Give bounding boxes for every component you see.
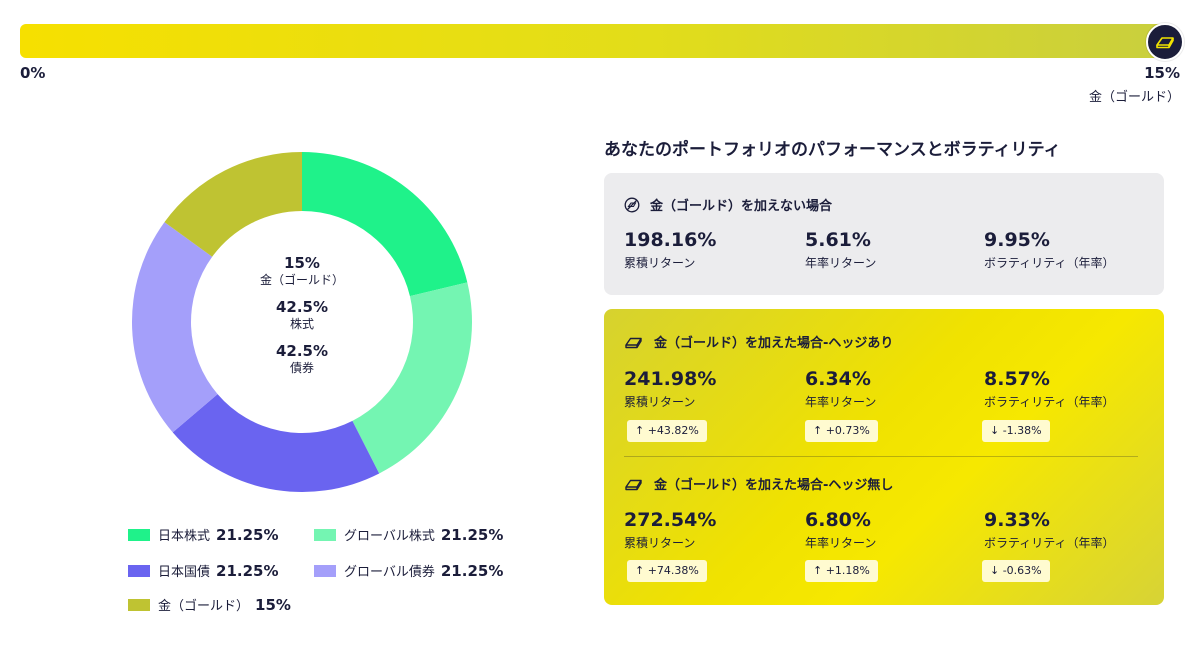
legend-name: 金（ゴールド） — [158, 599, 250, 614]
metric-label: ボラティリティ（年率） — [984, 536, 1115, 550]
metric-label: ボラティリティ（年率） — [984, 256, 1115, 270]
metric-value: 6.80% — [805, 509, 871, 531]
slider-max-label: 15% — [1144, 64, 1180, 82]
metric-value: 241.98% — [624, 368, 717, 390]
legend-swatch — [128, 564, 150, 577]
card-heading-text: 金（ゴールド）を加えた場合-ヘッジ無し — [654, 478, 894, 493]
metric-label: ボラティリティ（年率） — [984, 395, 1115, 409]
card-heading-hedged: 金（ゴールド）を加えた場合-ヘッジあり — [624, 332, 893, 351]
delta-badge: ↑ +74.38% — [627, 560, 707, 582]
metric-value: 6.34% — [805, 368, 871, 390]
legend-value: 21.25% — [216, 561, 279, 580]
gold-bar-icon — [625, 337, 642, 348]
metric-value: 9.95% — [984, 229, 1050, 251]
metric-label: 年率リターン — [805, 536, 877, 550]
metric-volatility: 9.95% ボラティリティ（年率） — [984, 228, 1115, 272]
metric-annual: 6.80% 年率リターン — [805, 508, 876, 552]
metric-cumulative: 198.16% 累積リターン — [624, 228, 716, 272]
metric-value: 272.54% — [624, 509, 717, 531]
legend-value: 15% — [255, 595, 291, 614]
donut-slice-1 — [302, 152, 468, 297]
legend-swatch — [314, 528, 336, 541]
metric-value: 5.61% — [805, 229, 871, 251]
center-label: 株式 — [289, 317, 314, 331]
center-value: 15% — [284, 254, 320, 272]
allocation-donut-chart — [132, 152, 472, 492]
card-heading: 金（ゴールド）を加えない場合 — [624, 195, 832, 214]
delta-badge: ↑ +0.73% — [805, 420, 878, 442]
legend-item-japan-stocks: 日本株式 21.25% — [128, 525, 279, 544]
delta-badge: ↓ -0.63% — [982, 560, 1050, 582]
donut-slice-3 — [172, 394, 380, 492]
metric-annual: 6.34% 年率リターン — [805, 367, 876, 411]
center-value: 42.5% — [275, 342, 329, 360]
delta-badge: ↑ +43.82% — [627, 420, 707, 442]
donut-slice-2 — [352, 282, 472, 474]
divider — [624, 456, 1138, 457]
metric-cumulative: 241.98% 累積リターン — [624, 367, 716, 411]
legend-value: 21.25% — [440, 561, 504, 580]
no-gold-icon — [624, 197, 640, 212]
metric-volatility: 9.33% ボラティリティ（年率） — [984, 508, 1115, 552]
card-without-gold: 金（ゴールド）を加えない場合 198.16% 累積リターン 5.61% 年率リタ… — [604, 173, 1164, 295]
metric-annual: 5.61% 年率リターン — [805, 228, 876, 272]
metric-value: 8.57% — [984, 368, 1050, 390]
legend-item-global-stocks: グローバル株式 21.25% — [314, 525, 503, 544]
legend-value: 21.25% — [440, 525, 504, 544]
gold-allocation-slider-track[interactable] — [20, 24, 1168, 58]
metric-value: 9.33% — [984, 509, 1050, 531]
card-heading-text: 金（ゴールド）を加えた場合-ヘッジあり — [654, 336, 894, 351]
legend-item-global-bonds: グローバル債券 21.25% — [314, 561, 503, 580]
legend-swatch — [314, 564, 336, 577]
center-item-gold: 15% 金（ゴールド） — [222, 254, 382, 288]
center-value: 42.5% — [275, 298, 329, 316]
center-label: 債券 — [289, 361, 314, 375]
metric-value: 198.16% — [624, 229, 717, 251]
donut-slice-5 — [164, 152, 302, 257]
slider-asset-label: 金（ゴールド） — [1088, 90, 1180, 105]
legend-name: 日本国債 — [158, 565, 211, 580]
center-label: 金（ゴールド） — [259, 273, 344, 287]
metric-label: 年率リターン — [805, 256, 877, 270]
donut-center-summary: 15% 金（ゴールド） 42.5% 株式 42.5% 債券 — [222, 254, 382, 386]
slider-min-label: 0% — [20, 64, 46, 82]
donut-slice-4 — [132, 222, 218, 433]
legend-name: グローバル株式 — [344, 529, 435, 544]
legend-value: 21.25% — [216, 525, 279, 544]
metric-label: 年率リターン — [805, 395, 877, 409]
gold-bar-icon — [625, 479, 642, 490]
center-item-bonds: 42.5% 債券 — [222, 342, 382, 376]
legend-swatch — [128, 528, 150, 541]
slider-handle[interactable] — [1146, 23, 1184, 61]
center-item-stocks: 42.5% 株式 — [222, 298, 382, 332]
card-heading-text: 金（ゴールド）を加えない場合 — [650, 199, 833, 214]
metric-volatility: 8.57% ボラティリティ（年率） — [984, 367, 1115, 411]
metric-label: 累積リターン — [624, 256, 696, 270]
legend-name: グローバル債券 — [344, 565, 435, 580]
metric-cumulative: 272.54% 累積リターン — [624, 508, 716, 552]
card-with-gold: 金（ゴールド）を加えた場合-ヘッジあり 241.98% 累積リターン 6.34%… — [604, 309, 1164, 605]
gold-bar-icon — [1156, 37, 1174, 49]
metric-label: 累積リターン — [624, 395, 696, 409]
metric-label: 累積リターン — [624, 536, 696, 550]
card-heading-unhedged: 金（ゴールド）を加えた場合-ヘッジ無し — [624, 474, 893, 493]
legend-item-gold: 金（ゴールド） 15% — [128, 595, 291, 614]
delta-badge: ↓ -1.38% — [982, 420, 1050, 442]
legend-item-japan-bonds: 日本国債 21.25% — [128, 561, 279, 580]
performance-title: あなたのポートフォリオのパフォーマンスとボラティリティ — [604, 140, 1061, 160]
delta-badge: ↑ +1.18% — [805, 560, 878, 582]
legend-swatch — [128, 598, 150, 611]
legend-name: 日本株式 — [158, 529, 211, 544]
